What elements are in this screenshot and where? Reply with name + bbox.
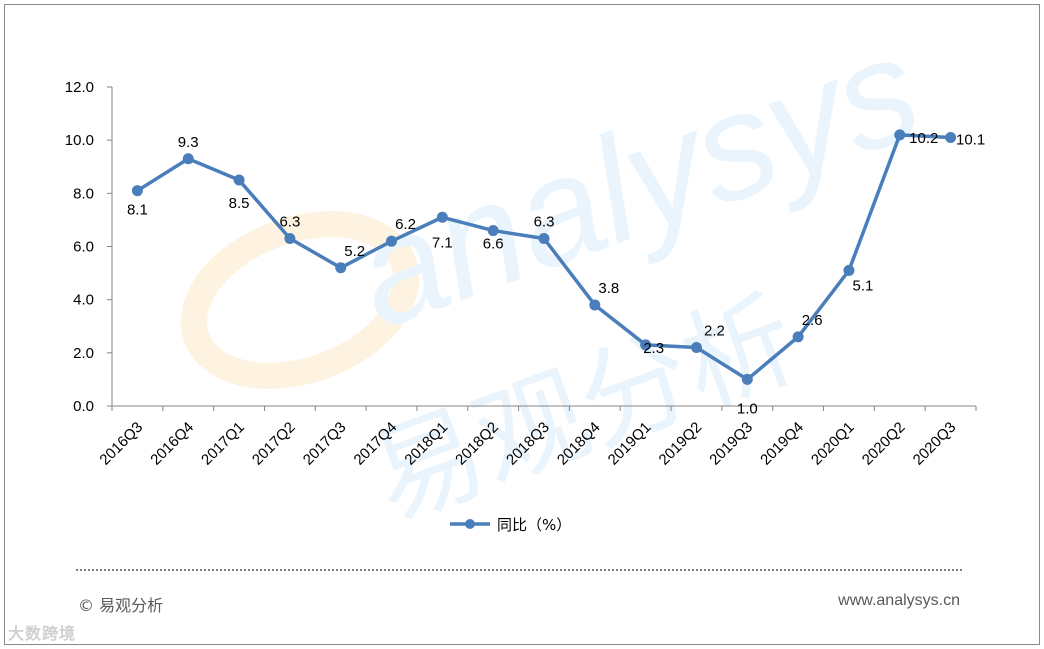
data-label: 3.8 [598, 280, 619, 297]
data-label: 7.1 [432, 234, 453, 251]
footer-divider [76, 569, 962, 571]
corner-watermark: 大数跨境 [8, 624, 77, 643]
website-link[interactable]: www.analysys.cn [838, 592, 960, 609]
data-point [487, 225, 499, 237]
data-label: 6.2 [395, 216, 416, 233]
data-point [843, 264, 855, 276]
data-labels: 8.1 9.3 8.5 6.3 5.2 6.2 7.1 6.6 6.3 3.8 2.3 2.2 1.0 2… [127, 130, 985, 418]
series-line [131, 129, 957, 385]
x-tick-label: 2017Q3 [300, 419, 350, 469]
legend: 同比（%） [450, 516, 571, 534]
x-tick-label: 2016Q4 [147, 419, 197, 469]
y-tick-label: 0.0 [73, 398, 94, 415]
x-tick-label: 2020Q3 [910, 419, 960, 469]
copyright-text: © 易观分析 [78, 596, 164, 615]
data-label: 10.2 [909, 130, 938, 147]
data-label: 5.1 [853, 277, 874, 294]
x-tick-label: 2020Q2 [859, 419, 909, 469]
data-label: 6.3 [534, 214, 555, 231]
data-label: 8.5 [229, 195, 250, 212]
data-label: 2.2 [704, 323, 725, 340]
x-tick-label: 2017Q1 [198, 419, 248, 469]
x-tick-label: 2019Q4 [757, 419, 807, 469]
data-point [792, 331, 804, 343]
x-tick-label: 2020Q1 [808, 419, 858, 469]
data-label: 10.1 [956, 132, 985, 149]
data-point [335, 262, 347, 274]
x-tick-label: 2016Q3 [96, 419, 146, 469]
data-label: 1.0 [737, 400, 758, 417]
y-tick-label: 12.0 [65, 79, 94, 96]
data-point [690, 342, 702, 354]
data-point [386, 235, 398, 247]
data-label: 2.6 [802, 312, 823, 329]
data-point [538, 233, 550, 245]
y-tick-label: 6.0 [73, 239, 94, 256]
data-point [233, 174, 245, 186]
data-point [640, 339, 652, 351]
data-point [131, 185, 143, 197]
data-label: 2.3 [643, 340, 664, 357]
data-point [589, 299, 601, 311]
data-label: 9.3 [178, 134, 199, 151]
legend-swatch-marker [465, 519, 475, 529]
y-tick-label: 8.0 [73, 185, 94, 202]
data-point [945, 132, 957, 144]
x-tick-label: 2017Q2 [249, 419, 299, 469]
data-point [182, 153, 194, 165]
data-label: 6.6 [483, 236, 504, 253]
chart-frame [4, 4, 1040, 645]
data-label: 5.2 [344, 243, 365, 260]
data-point [741, 373, 753, 385]
data-point [284, 233, 296, 245]
y-tick-label: 2.0 [73, 345, 94, 362]
y-tick-label: 4.0 [73, 292, 94, 309]
data-label: 8.1 [127, 202, 148, 219]
svg-text:analysys: analysys [333, 3, 939, 360]
data-point [894, 129, 906, 141]
data-point [436, 211, 448, 223]
data-label: 6.3 [279, 214, 300, 231]
legend-label: 同比（%） [497, 516, 571, 534]
y-tick-label: 10.0 [65, 132, 94, 149]
